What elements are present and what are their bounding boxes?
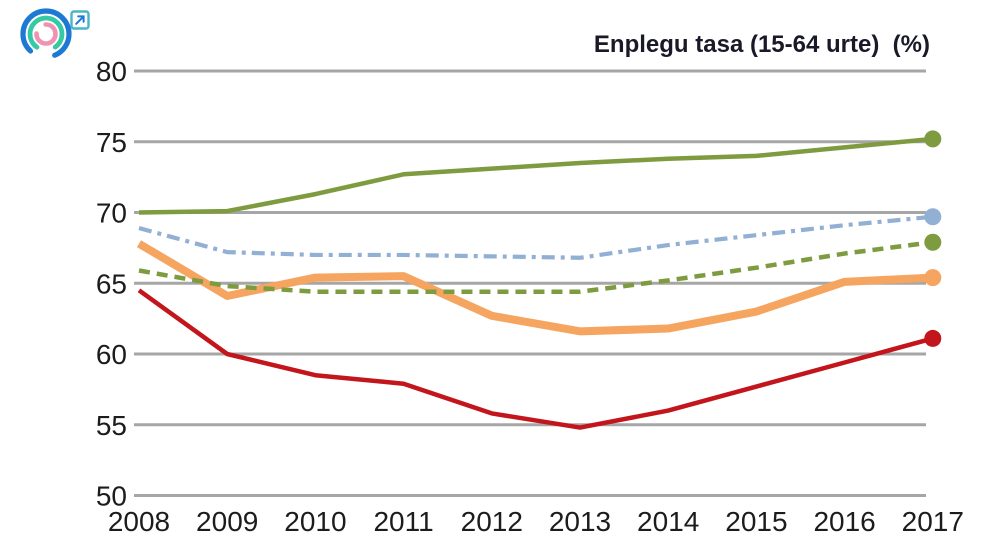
y-axis-label-60: 60 [96,339,127,370]
y-axis-label-70: 70 [96,198,127,229]
series-line-blue-dash-dot [138,214,934,260]
series-line-red-solid [137,288,934,430]
series-end-dot-green-solid [924,130,942,148]
x-axis-label-2016: 2016 [813,506,875,537]
external-link-arrow [75,15,85,25]
x-axis-label-2015: 2015 [725,506,787,537]
x-axis-label-2014: 2014 [637,506,699,537]
series-line-green-dashed [138,239,934,294]
y-axis-label-65: 65 [96,268,127,299]
chart-title: Enplegu tasa (15-64 urte) (%) [593,31,930,58]
x-axis-label-2017: 2017 [902,506,964,537]
x-axis-label-2011: 2011 [373,506,433,537]
x-axis-label-2012: 2012 [461,506,523,537]
series-line-green-solid [138,136,934,215]
series-end-dot-green-dashed [924,233,942,251]
logo-outer-ring [20,8,72,60]
series-end-dot-red-solid [924,329,942,347]
y-axis-label-80: 80 [96,56,127,87]
y-axis-label-75: 75 [96,127,127,158]
brand-logo-icon[interactable] [18,6,76,64]
series-line-orange-solid [136,240,933,336]
series-end-dot-orange-solid [924,269,942,287]
x-axis-label-2013: 2013 [549,506,611,537]
x-axis-label-2010: 2010 [284,506,346,537]
external-link-icon[interactable] [70,10,90,30]
logo-middle-ring [27,15,65,53]
x-axis-label-2008: 2008 [108,506,170,537]
y-axis-label-55: 55 [96,410,127,441]
logo-inner-ring [34,22,58,46]
x-axis-label-2009: 2009 [196,506,258,537]
series-end-dot-blue-dash-dot [924,208,942,226]
y-axis-label-50: 50 [96,481,127,512]
